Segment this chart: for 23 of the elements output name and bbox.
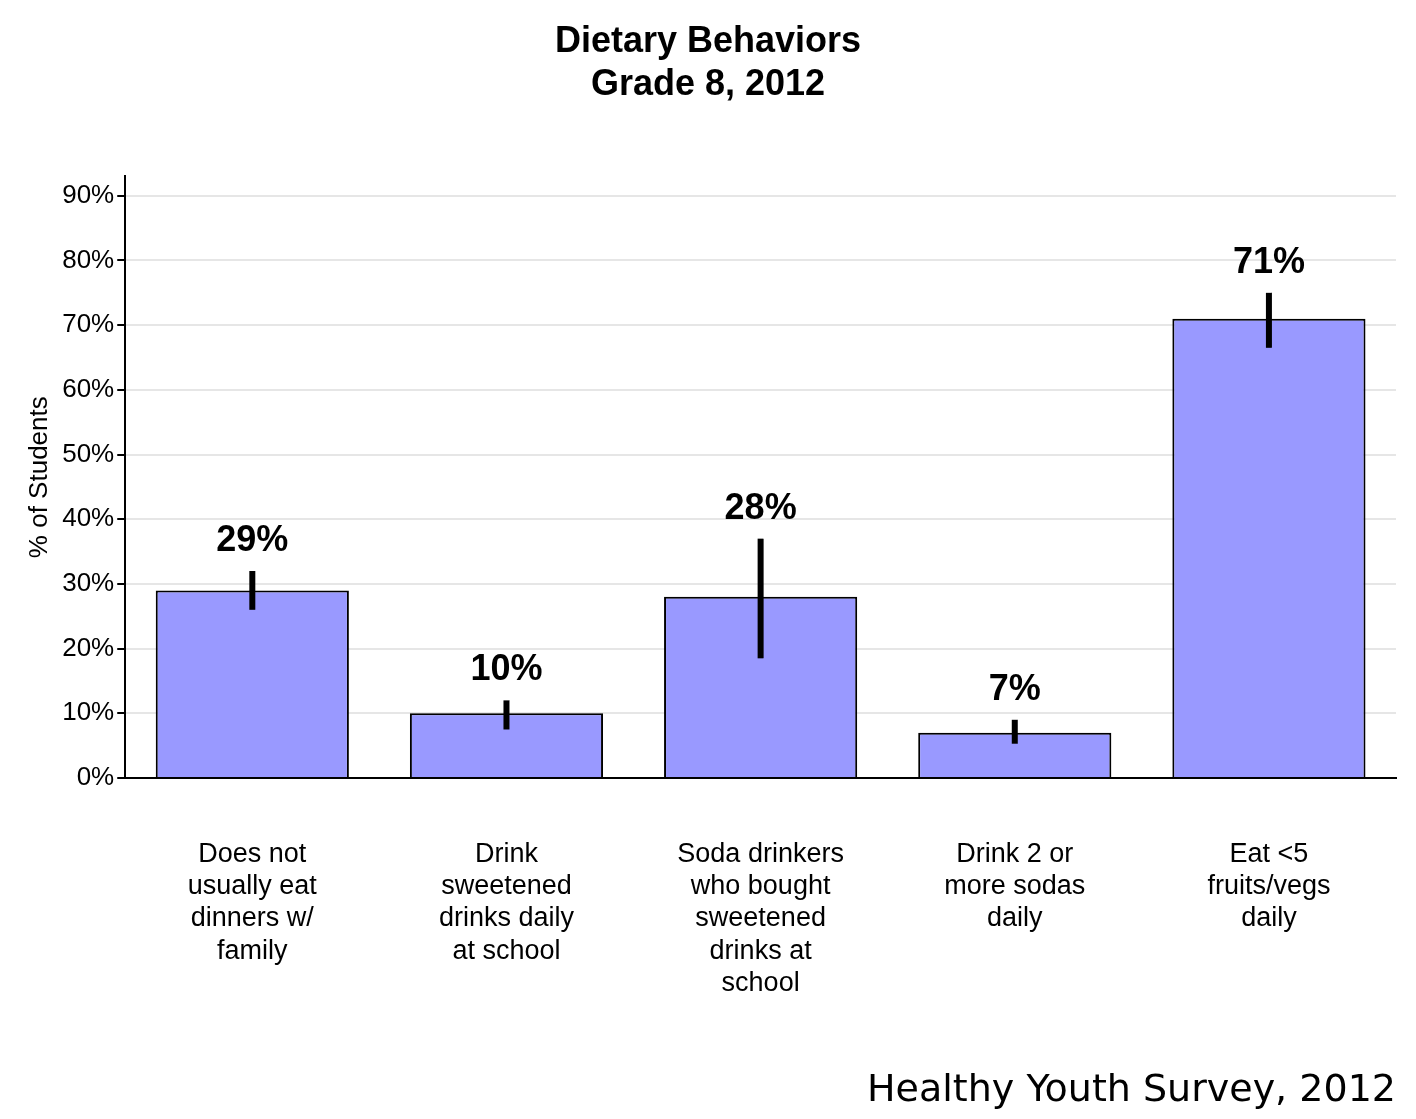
y-tick-label: 60%: [62, 373, 115, 404]
x-tick-label: Eat <5 fruits/vegs daily: [1207, 837, 1331, 933]
y-tick-label: 20%: [62, 631, 115, 662]
data-label: 71%: [1232, 239, 1305, 281]
data-label: 10%: [470, 647, 543, 689]
y-tick-label: 80%: [62, 243, 115, 274]
y-tick-label: 10%: [62, 696, 115, 727]
y-tick-label: 30%: [62, 567, 115, 598]
text: Healthy Youth Survey, 2012: [867, 1066, 1396, 1110]
x-tick-label: Soda drinkers who bought sweetened drinks at school: [677, 837, 844, 998]
y-tick-label: 70%: [62, 308, 115, 339]
y-tick-label: 50%: [62, 437, 115, 468]
y-tick-label: 40%: [62, 502, 115, 533]
x-tick-label: Drink 2 or more sodas daily: [944, 837, 1086, 933]
y-tick-label: 90%: [62, 178, 115, 209]
data-label: 28%: [724, 485, 797, 527]
y-tick-label: 0%: [76, 761, 115, 792]
data-label: 29%: [216, 517, 289, 559]
x-tick-label: Does not usually eat dinners w/ family: [187, 837, 318, 965]
y-axis-title: % of Students: [22, 396, 53, 559]
x-tick-label: Drink sweetened drinks daily at school: [438, 837, 575, 965]
data-label: 7%: [988, 666, 1041, 708]
chart-title: Dietary Behaviors Grade 8, 2012: [554, 18, 862, 103]
